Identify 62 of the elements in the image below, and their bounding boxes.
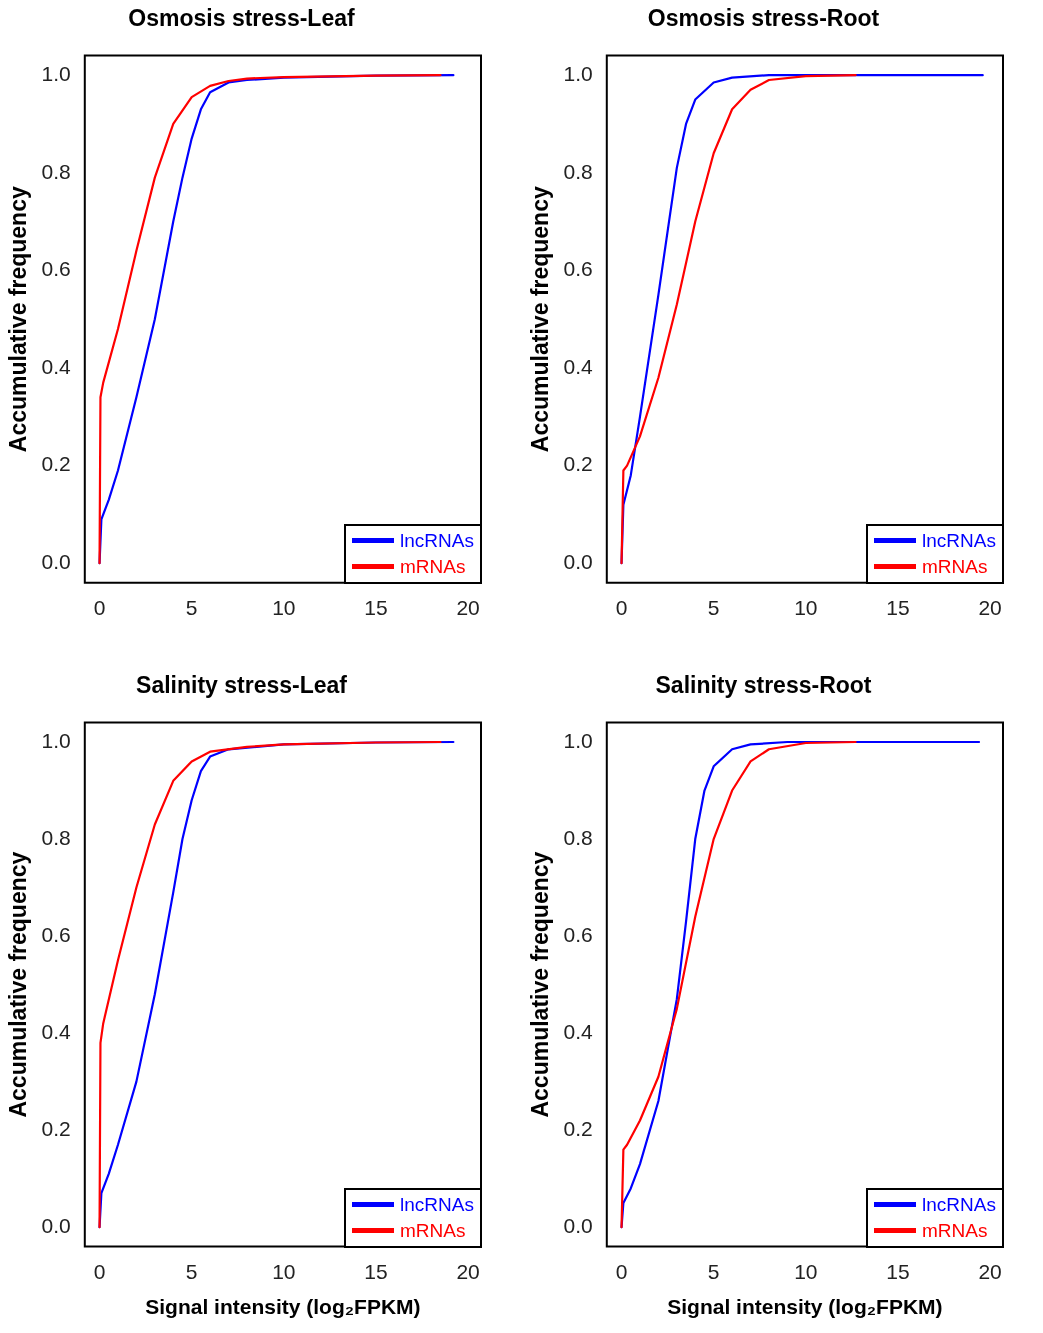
y-tick-label: 0.4 — [41, 354, 72, 378]
y-tick-label: 0.2 — [41, 452, 71, 476]
y-tick-label: 0.4 — [563, 1019, 594, 1043]
x-tick-label: 0 — [93, 596, 106, 620]
legend-label: lncRNAs — [922, 528, 996, 553]
y-tick-label: 0.8 — [563, 825, 593, 849]
x-tick-label: 0 — [615, 1260, 628, 1283]
y-axis-title: Accumulative frequency — [527, 186, 554, 453]
x-tick-label: 20 — [978, 596, 1002, 620]
y-tick-label: 0.4 — [41, 1019, 72, 1043]
y-tick-label: 0.8 — [563, 159, 593, 183]
y-tick-label: 0.6 — [563, 922, 593, 946]
x-tick-label: 5 — [185, 1260, 198, 1283]
y-axis-title: Accumulative frequency — [527, 851, 554, 1118]
x-tick-label: 10 — [794, 1260, 818, 1283]
chart-title: Osmosis stress-Leaf — [128, 5, 355, 32]
x-axis-title: Signal intensity (log₂FPKM) — [667, 1295, 943, 1319]
y-tick-label: 0.6 — [41, 257, 71, 281]
x-tick-label: 20 — [456, 1260, 480, 1283]
legend-label: lncRNAs — [400, 1192, 474, 1217]
x-tick-label: 10 — [794, 596, 818, 620]
y-tick-label: 0.0 — [563, 550, 593, 574]
y-tick-label: 0.0 — [41, 1213, 71, 1237]
y-tick-label: 1.0 — [41, 61, 71, 85]
y-tick-label: 0.8 — [41, 825, 71, 849]
x-tick-label: 5 — [185, 596, 198, 620]
legend-label: mRNAs — [922, 554, 988, 579]
x-tick-label: 10 — [272, 596, 296, 620]
legend-label: lncRNAs — [400, 528, 474, 553]
x-tick-label: 15 — [364, 596, 388, 620]
y-tick-label: 0.6 — [41, 922, 71, 946]
y-tick-label: 0.0 — [41, 550, 71, 574]
legend-label: mRNAs — [400, 1218, 466, 1243]
chart-title: Osmosis stress-Root — [647, 5, 880, 32]
x-tick-label: 15 — [886, 1260, 910, 1283]
x-tick-label: 15 — [364, 1260, 388, 1283]
y-axis-title: Accumulative frequency — [5, 851, 32, 1118]
x-tick-label: 10 — [272, 1260, 296, 1283]
y-tick-label: 1.0 — [563, 61, 593, 85]
x-tick-label: 5 — [707, 1260, 720, 1283]
y-tick-label: 0.2 — [563, 452, 593, 476]
x-tick-label: 0 — [615, 596, 628, 620]
x-tick-label: 20 — [978, 1260, 1002, 1283]
chart-title: Salinity stress-Leaf — [136, 672, 348, 699]
y-tick-label: 0.8 — [41, 159, 71, 183]
y-tick-label: 0.2 — [563, 1116, 593, 1140]
y-tick-label: 0.2 — [41, 1116, 71, 1140]
y-tick-label: 0.4 — [563, 354, 594, 378]
x-tick-label: 0 — [93, 1260, 106, 1283]
legend-label: lncRNAs — [922, 1192, 996, 1217]
x-tick-label: 20 — [456, 596, 480, 620]
x-axis-title: Signal intensity (log₂FPKM) — [145, 1295, 421, 1319]
legend-label: mRNAs — [400, 554, 466, 579]
y-tick-label: 1.0 — [563, 728, 593, 752]
y-tick-label: 0.6 — [563, 257, 593, 281]
legend-label: mRNAs — [922, 1218, 988, 1243]
x-tick-label: 15 — [886, 596, 910, 620]
y-tick-label: 1.0 — [41, 728, 71, 752]
chart-title: Salinity stress-Root — [655, 672, 872, 699]
y-tick-label: 0.0 — [563, 1213, 593, 1237]
x-tick-label: 5 — [707, 596, 720, 620]
y-axis-title: Accumulative frequency — [5, 186, 32, 453]
